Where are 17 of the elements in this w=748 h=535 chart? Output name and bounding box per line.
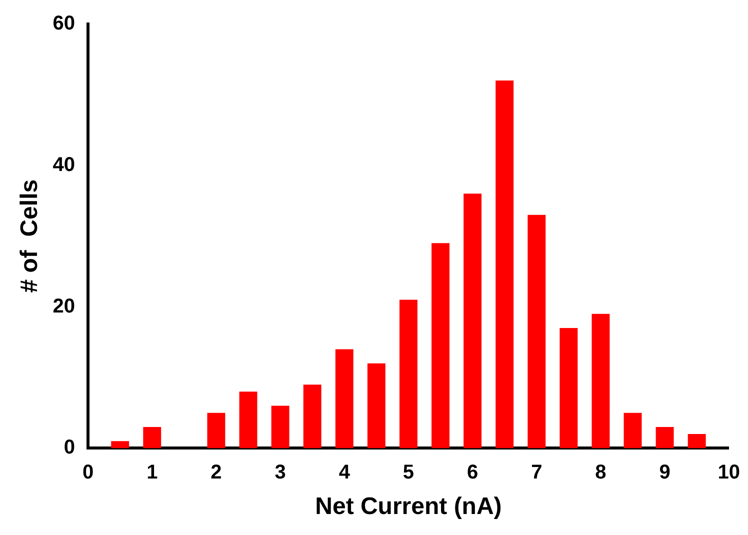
y-tick-label: 20 [52, 295, 76, 318]
x-tick-label: 9 [659, 462, 670, 484]
y-tick-label: 0 [64, 436, 76, 459]
y-tick-label: 40 [52, 154, 76, 176]
x-tick-label: 3 [274, 462, 286, 484]
x-tick-label: 7 [531, 462, 542, 484]
x-tick-label: 8 [595, 462, 606, 484]
y-tick-label: 60 [52, 12, 76, 35]
x-axis-title: Net Current (nA) [315, 493, 502, 520]
y-axis-title: # of Cells [16, 179, 44, 293]
x-tick-label: 5 [402, 462, 414, 484]
x-tick-label: 1 [146, 462, 158, 484]
x-tick-label: 10 [718, 462, 740, 484]
x-tick-label: 2 [210, 462, 222, 484]
x-tick-label: 4 [338, 462, 351, 484]
x-tick-label: 6 [466, 462, 478, 484]
x-tick-label: 0 [82, 462, 94, 484]
